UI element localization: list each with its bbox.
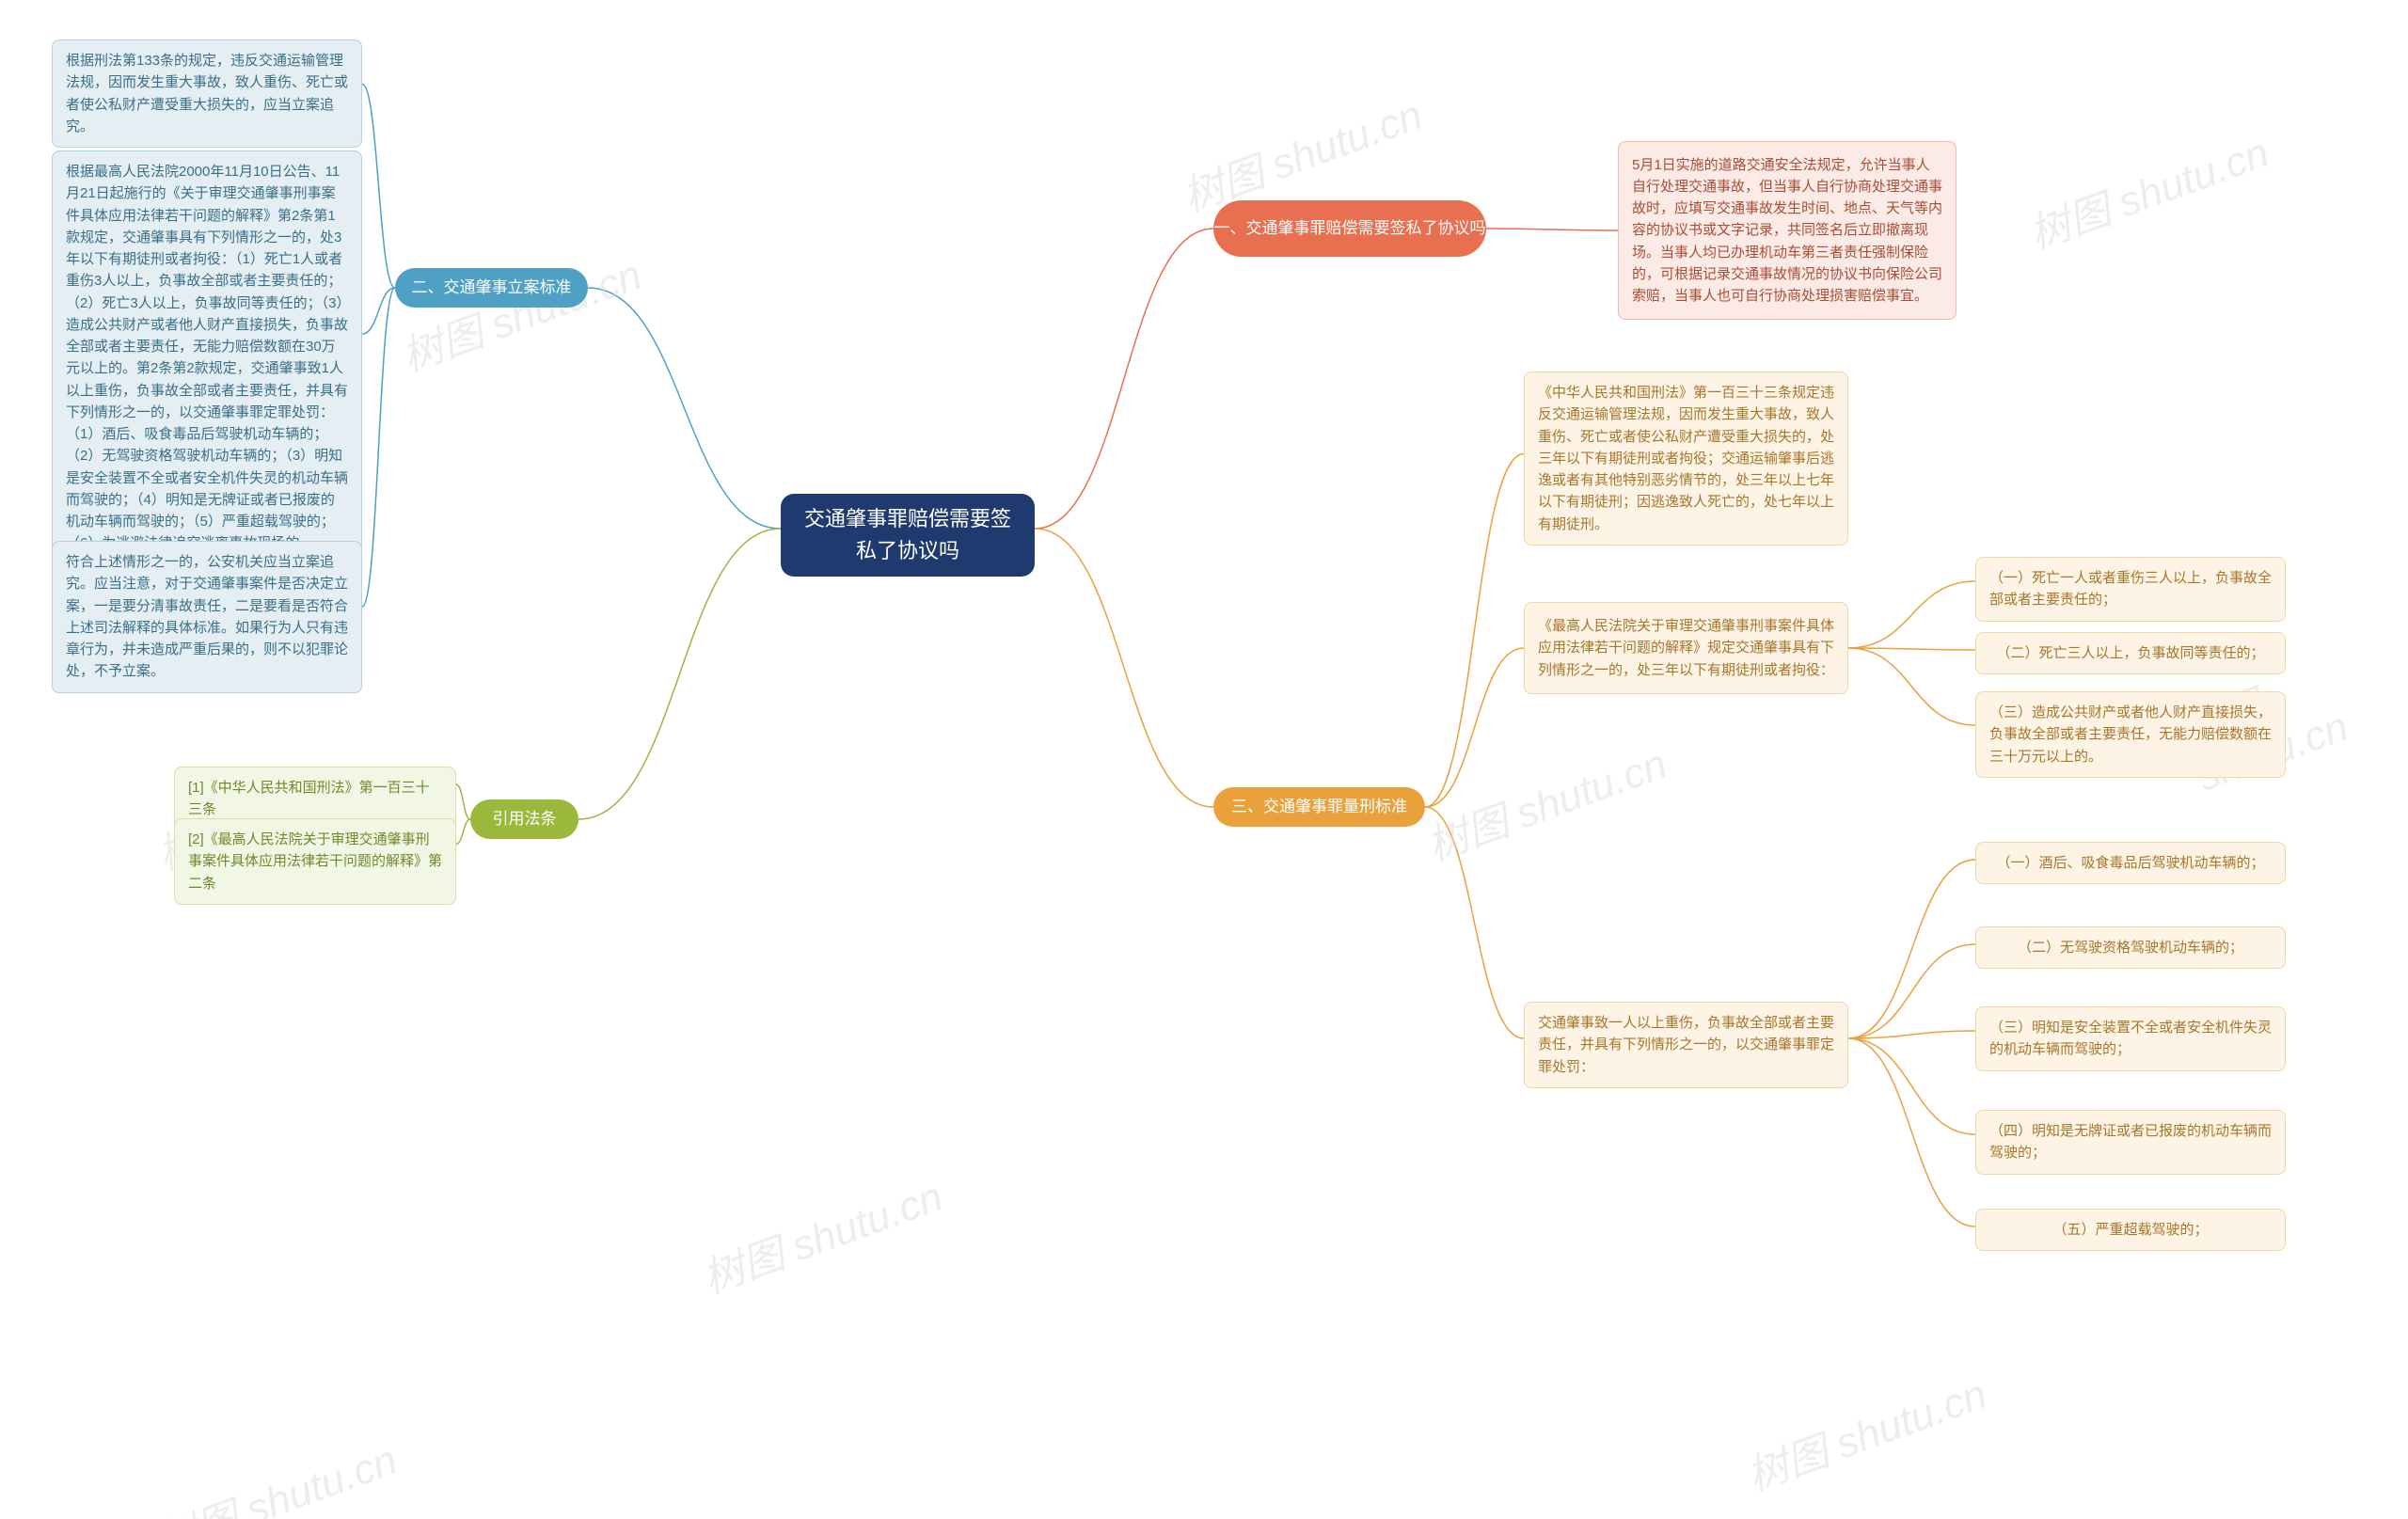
leaf-b2-2: 符合上述情形之一的，公安机关应当立案追究。应当注意，对于交通肇事案件是否决定立案… [52, 541, 362, 693]
leaf-b4-1: [2]《最高人民法院关于审理交通肇事刑事案件具体应用法律若干问题的解释》第二条 [174, 818, 456, 905]
watermark: 树图 shutu.cn [1737, 1360, 1993, 1502]
watermark: 树图 shutu.cn [148, 1426, 404, 1519]
branch-b3: 三、交通肇事罪量刑标准 [1213, 787, 1425, 827]
leaf-b3-2: 交通肇事致一人以上重伤，负事故全部或者主要责任，并具有下列情形之一的，以交通肇事… [1524, 1002, 1848, 1088]
watermark: 树图 shutu.cn [2020, 119, 2275, 261]
leaf-b3-2-3: （四）明知是无牌证或者已报废的机动车辆而驾驶的； [1975, 1110, 2286, 1175]
watermark: 树图 shutu.cn [693, 1163, 949, 1305]
watermark: 树图 shutu.cn [392, 241, 648, 383]
leaf-b3-2-1: （二）无驾驶资格驾驶机动车辆的； [1975, 926, 2286, 969]
watermark: 树图 shutu.cn [1418, 730, 1673, 872]
leaf-b2-0: 根据刑法第133条的规定，违反交通运输管理法规，因而发生重大事故，致人重伤、死亡… [52, 40, 362, 148]
branch-b2: 二、交通肇事立案标准 [395, 268, 588, 308]
branch-b1: 一、交通肇事罪赔偿需要签私了协议吗 [1213, 200, 1486, 257]
branch-b4: 引用法条 [470, 799, 578, 839]
leaf-b3-1-0: （一）死亡一人或者重伤三人以上，负事故全部或者主要责任的； [1975, 557, 2286, 622]
leaf-b1-0: 5月1日实施的道路交通安全法规定，允许当事人自行处理交通事故，但当事人自行协商处… [1618, 141, 1956, 320]
leaf-b3-0: 《中华人民共和国刑法》第一百三十三条规定违反交通运输管理法规，因而发生重大事故，… [1524, 372, 1848, 546]
leaf-b3-2-2: （三）明知是安全装置不全或者安全机件失灵的机动车辆而驾驶的； [1975, 1006, 2286, 1071]
leaf-b3-1-1: （二）死亡三人以上，负事故同等责任的； [1975, 632, 2286, 674]
leaf-b3-1-2: （三）造成公共财产或者他人财产直接损失，负事故全部或者主要责任，无能力赔偿数额在… [1975, 691, 2286, 778]
leaf-b3-2-0: （一）酒后、吸食毒品后驾驶机动车辆的； [1975, 842, 2286, 884]
leaf-b3-1: 《最高人民法院关于审理交通肇事刑事案件具体应用法律若干问题的解释》规定交通肇事具… [1524, 602, 1848, 694]
leaf-b2-1: 根据最高人民法院2000年11月10日公告、11月21日起施行的《关于审理交通肇… [52, 150, 362, 565]
leaf-b3-2-4: （五）严重超载驾驶的； [1975, 1209, 2286, 1251]
root-node: 交通肇事罪赔偿需要签私了协议吗 [781, 494, 1035, 577]
